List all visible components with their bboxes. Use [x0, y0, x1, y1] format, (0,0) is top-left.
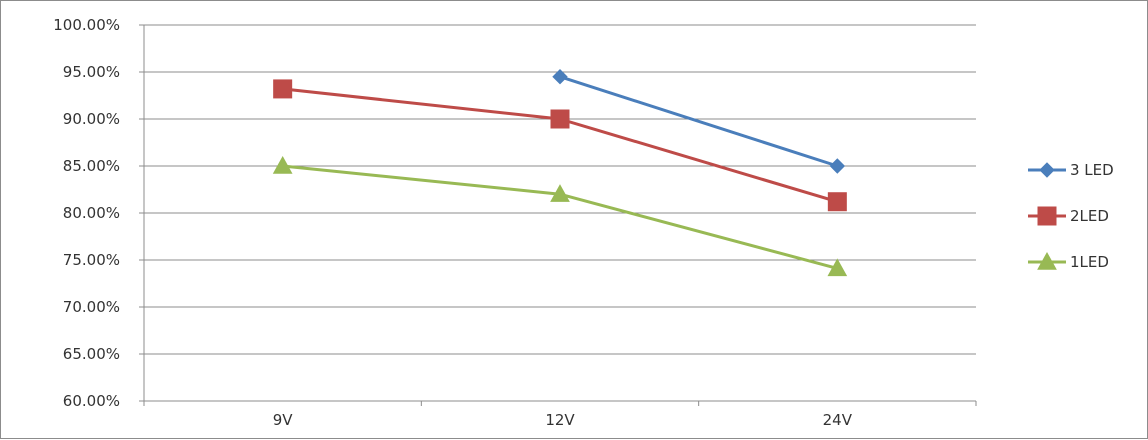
data-point [829, 158, 846, 174]
data-point [827, 192, 847, 212]
y-tick-label: 80.00% [63, 204, 120, 222]
data-point [272, 155, 293, 174]
series-1 [273, 79, 847, 212]
legend-marker [1037, 206, 1057, 226]
series-2 [272, 155, 848, 277]
series-0 [552, 68, 846, 174]
legend-marker [1037, 251, 1057, 270]
x-tick-label: 9V [273, 411, 294, 429]
legend-item: 1LED [1028, 251, 1109, 271]
y-tick-label: 95.00% [63, 63, 120, 81]
series-layer [272, 68, 848, 277]
data-point [552, 68, 568, 85]
data-point [550, 184, 570, 202]
legend-label: 1LED [1070, 253, 1109, 271]
y-tick-label: 70.00% [63, 298, 120, 316]
y-tick-label: 85.00% [63, 157, 120, 175]
y-tick-label: 90.00% [63, 110, 120, 128]
y-tick-label: 60.00% [63, 392, 120, 410]
series-line [559, 75, 838, 168]
y-tick-label: 100.00% [53, 16, 120, 34]
legend: 3 LED 2LED 1LED [1028, 161, 1114, 271]
legend-label: 2LED [1070, 207, 1109, 225]
data-point [273, 79, 293, 99]
x-tick-label: 24V [823, 411, 853, 429]
x-tick-label: 12V [545, 411, 575, 429]
axes: 100.00% 95.00% 90.00% 85.00% 80.00% 75.00% 70.… [53, 16, 977, 429]
legend-item: 2LED [1028, 206, 1109, 226]
data-point [550, 109, 570, 129]
data-point [827, 258, 848, 277]
legend-label: 3 LED [1070, 161, 1114, 179]
legend-marker [1039, 162, 1055, 178]
y-tick-label: 65.00% [63, 345, 120, 363]
legend-item: 3 LED [1028, 161, 1114, 179]
y-tick-label: 75.00% [63, 251, 120, 269]
series-line [282, 164, 838, 270]
